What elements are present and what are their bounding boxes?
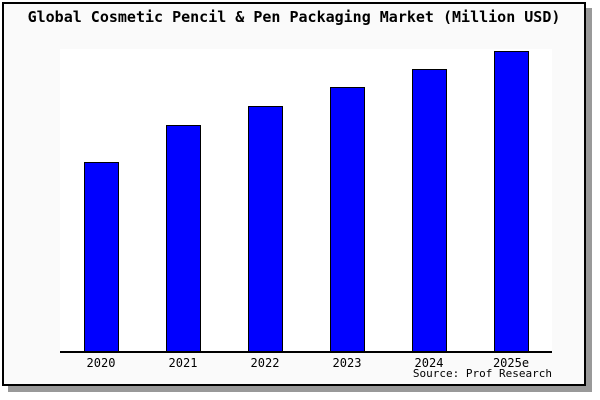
bar-column-2021 bbox=[142, 49, 224, 351]
bar-column-2020 bbox=[60, 49, 142, 351]
bar-2023 bbox=[329, 87, 365, 351]
x-axis-tick-row: 2020 2021 2022 2023 2024 2025e bbox=[60, 356, 552, 370]
chart-frame: Global Cosmetic Pencil & Pen Packaging M… bbox=[2, 2, 586, 386]
bar-2021 bbox=[165, 125, 201, 351]
bar-column-2025e bbox=[470, 49, 552, 351]
x-tick-label-2025e: 2025e bbox=[492, 356, 530, 370]
bar-2025e bbox=[493, 51, 529, 351]
bar-column-2023 bbox=[306, 49, 388, 351]
chart-title: Global Cosmetic Pencil & Pen Packaging M… bbox=[27, 8, 561, 26]
bar-2020 bbox=[83, 162, 119, 351]
x-tick-label-2022: 2022 bbox=[250, 356, 280, 370]
bar-column-2024 bbox=[388, 49, 470, 351]
x-tick-label-2023: 2023 bbox=[332, 356, 362, 370]
plot-area bbox=[60, 49, 552, 353]
bar-2024 bbox=[411, 69, 447, 351]
x-tick-label-2020: 2020 bbox=[86, 356, 116, 370]
x-tick-label-2021: 2021 bbox=[168, 356, 198, 370]
bar-2022 bbox=[247, 106, 283, 351]
source-label: Source: Prof Research bbox=[412, 367, 552, 380]
bar-column-2022 bbox=[224, 49, 306, 351]
x-tick-label-2024: 2024 bbox=[414, 356, 444, 370]
